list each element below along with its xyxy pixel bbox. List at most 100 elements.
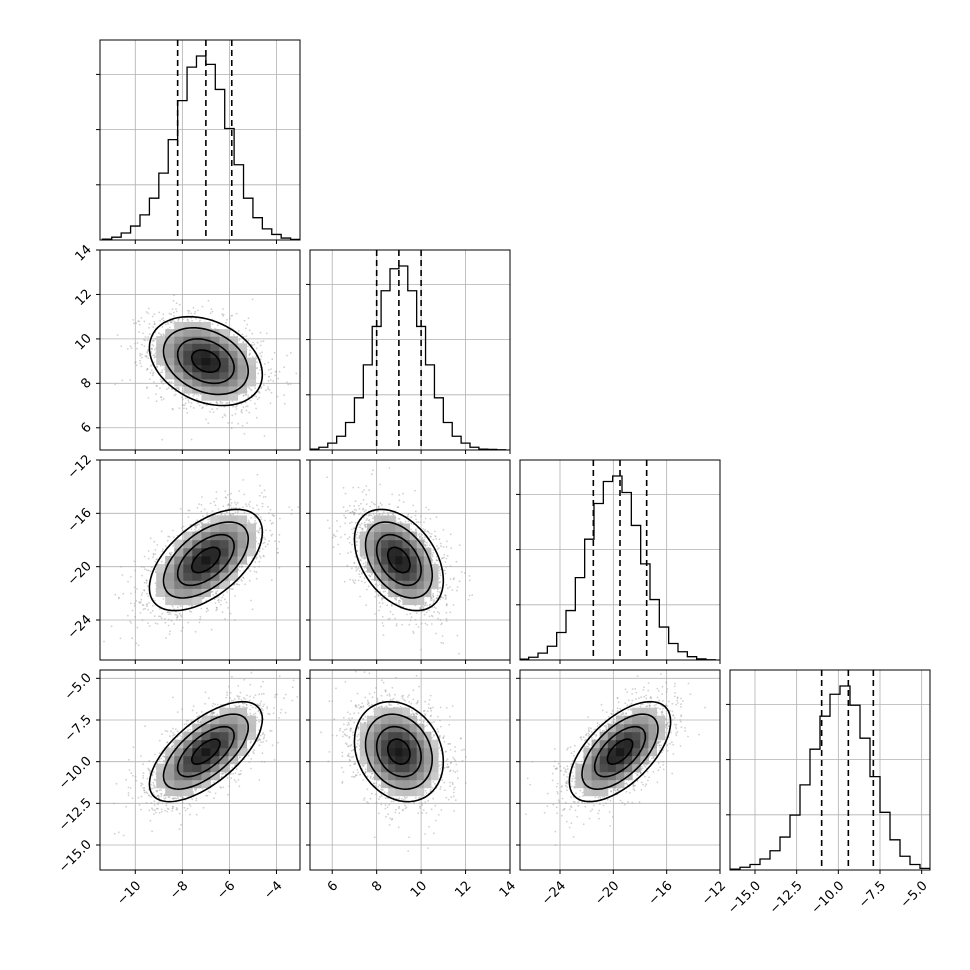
density-cell: [237, 539, 247, 549]
density-cell: [165, 357, 175, 366]
scatter-dot: [273, 515, 275, 517]
scatter-dot: [365, 564, 367, 566]
scatter-dot: [155, 558, 158, 561]
scatter-dot: [212, 411, 215, 413]
scatter-dot: [198, 523, 201, 526]
scatter-dot: [149, 537, 152, 540]
scatter-dot: [243, 432, 246, 435]
scatter-dot: [183, 407, 185, 410]
scatter-dot: [363, 577, 366, 579]
scatter-dot: [242, 335, 245, 338]
scatter-dot: [291, 509, 293, 511]
scatter-dot: [159, 615, 162, 618]
density-cell: [201, 357, 211, 366]
scatter-dot: [201, 597, 204, 599]
scatter-dot: [164, 621, 167, 624]
scatter-dot: [140, 566, 143, 568]
density-cell: [228, 336, 238, 344]
scatter-dot: [206, 512, 209, 514]
scatter-dot: [247, 503, 250, 506]
scatter-dot: [187, 309, 189, 312]
scatter-dot: [156, 365, 159, 368]
scatter-dot: [224, 618, 226, 620]
scatter-dot: [255, 367, 258, 370]
scatter-dot: [243, 319, 246, 322]
scatter-dot: [163, 319, 165, 322]
scatter-dot: [420, 515, 422, 518]
density-cell: [192, 555, 202, 565]
scatter-dot: [148, 323, 151, 325]
scatter-dot: [186, 318, 189, 321]
scatter-dot: [173, 623, 176, 625]
scatter-dot: [211, 310, 214, 313]
scatter-dot: [196, 398, 198, 400]
scatter-dot: [259, 368, 262, 371]
density-cell: [165, 336, 175, 344]
scatter-dot: [152, 605, 154, 607]
density-cell: [246, 357, 256, 366]
y-tick-label: 12: [73, 287, 95, 309]
scatter-dot: [245, 327, 247, 330]
scatter-dot: [172, 529, 174, 532]
density-cell: [219, 371, 229, 380]
scatter-dot: [261, 505, 264, 508]
scatter-dot: [141, 603, 144, 606]
scatter-dot: [359, 512, 362, 515]
scatter-dot: [376, 510, 379, 513]
scatter-dot: [187, 320, 190, 323]
density-cell: [165, 580, 175, 589]
scatter-dot: [192, 306, 195, 309]
scatter-dot: [265, 389, 267, 392]
y-tick-label: −16: [65, 506, 95, 536]
scatter-dot: [245, 405, 248, 408]
scatter-dot: [220, 513, 223, 515]
density-cell: [219, 386, 229, 394]
scatter-dot: [162, 317, 165, 320]
scatter-dot: [394, 597, 396, 600]
scatter-dot: [257, 542, 260, 545]
scatter-dot: [174, 393, 177, 396]
scatter-dot: [206, 607, 208, 610]
scatter-dot: [146, 368, 149, 370]
scatter-dot: [243, 493, 246, 496]
scatter-dot: [370, 573, 373, 576]
scatter-dot: [152, 556, 155, 559]
panel-frame: [99, 459, 301, 661]
scatter-dot: [139, 601, 142, 604]
density-cell: [210, 393, 220, 401]
scatter-dot: [149, 612, 152, 614]
scatter-dot: [207, 518, 210, 521]
scatter-dot: [209, 410, 212, 413]
scatter-dot: [224, 496, 227, 499]
density-cell: [237, 515, 247, 524]
density-cell: [192, 364, 202, 373]
scatter-dot: [133, 605, 136, 607]
scatter-dot: [129, 379, 132, 381]
scatter-dot: [234, 595, 237, 597]
scatter-dot: [169, 552, 171, 555]
y-tick-label: −20: [65, 559, 95, 589]
scatter-dot: [264, 495, 267, 498]
scatter-dot: [172, 299, 175, 302]
scatter-dot: [216, 324, 219, 327]
scatter-dot: [252, 507, 255, 509]
density-cell: [219, 547, 229, 557]
scatter-dot: [259, 484, 261, 487]
scatter-dot: [211, 510, 214, 512]
scatter-dot: [154, 599, 156, 602]
scatter-dot: [241, 580, 244, 582]
scatter-dot: [339, 525, 342, 528]
scatter-dot: [353, 512, 356, 515]
scatter-dot: [261, 548, 264, 550]
scatter-dot: [269, 402, 272, 405]
scatter-dot: [133, 602, 136, 605]
scatter-dot: [170, 321, 173, 323]
scatter-dot: [146, 386, 149, 389]
scatter-dot: [169, 630, 172, 633]
scatter-dot: [440, 623, 443, 626]
scatter-dot: [273, 351, 276, 354]
scatter-dot: [242, 341, 245, 344]
scatter-dot: [202, 406, 204, 409]
scatter-dot: [153, 339, 155, 342]
